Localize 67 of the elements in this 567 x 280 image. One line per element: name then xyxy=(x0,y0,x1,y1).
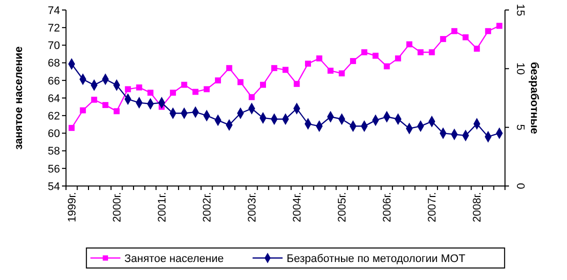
point xyxy=(204,86,210,92)
point xyxy=(102,102,108,108)
x-tick-label: 2006г. xyxy=(382,192,394,222)
point xyxy=(338,70,345,76)
point xyxy=(328,68,334,74)
point xyxy=(485,28,492,34)
point xyxy=(406,41,412,48)
x-tick-label: 2003г. xyxy=(246,192,259,222)
point xyxy=(496,22,502,29)
point xyxy=(80,107,86,114)
y2-tick-label: 5 xyxy=(514,124,526,130)
point xyxy=(192,88,198,95)
x-tick-label: 2007г. xyxy=(426,192,439,222)
point xyxy=(451,28,458,34)
point xyxy=(418,49,424,56)
point xyxy=(124,86,131,92)
point xyxy=(350,58,356,64)
point xyxy=(260,82,266,88)
y2-tick-label: 10 xyxy=(514,62,526,75)
y2-tick-label: 0 xyxy=(514,182,526,190)
point xyxy=(440,36,446,42)
y-tick-label: 66 xyxy=(48,75,60,88)
point xyxy=(91,96,98,103)
y2-tick-label: 15 xyxy=(514,4,526,16)
point xyxy=(214,77,221,84)
x-tick-label: 2008г. xyxy=(472,192,484,222)
point xyxy=(226,65,232,72)
y-tick-label: 70 xyxy=(48,40,60,52)
y-tick-label: 60 xyxy=(48,128,60,140)
legend-label: Безработные по методологии МОТ xyxy=(286,252,466,265)
y-axis-title: занятое население xyxy=(12,46,25,150)
y-tick-label: 56 xyxy=(48,163,60,176)
point xyxy=(248,94,255,100)
point xyxy=(68,124,75,131)
point xyxy=(237,79,244,86)
x-tick-label: 2005г. xyxy=(336,192,349,222)
y-tick-label: 68 xyxy=(48,58,60,70)
y-tick-label: 64 xyxy=(48,92,60,105)
point xyxy=(271,65,278,72)
x-tick-label: 2000г. xyxy=(112,192,124,222)
point xyxy=(428,49,435,56)
point xyxy=(395,55,402,62)
point xyxy=(294,80,300,87)
legend-label: Занятое население xyxy=(124,252,224,265)
point xyxy=(181,82,188,88)
point xyxy=(316,55,322,62)
y-tick-label: 74 xyxy=(48,4,60,17)
point xyxy=(462,34,469,40)
point xyxy=(136,84,142,90)
y2-axis-title: безработные xyxy=(528,62,540,134)
point xyxy=(282,66,288,73)
point xyxy=(114,108,120,114)
point xyxy=(474,46,480,52)
point xyxy=(305,60,312,67)
point xyxy=(147,90,154,96)
x-tick-label: 2001г. xyxy=(156,192,169,222)
y-tick-label: 62 xyxy=(48,110,60,122)
y-tick-label: 72 xyxy=(48,22,60,34)
x-tick-label: 1999г. xyxy=(66,192,78,222)
point xyxy=(170,90,176,96)
y-tick-label: 58 xyxy=(48,146,60,158)
point xyxy=(361,49,368,56)
x-tick-label: 2004г. xyxy=(292,192,304,222)
x-tick-label: 2002г. xyxy=(202,192,214,222)
point xyxy=(384,63,390,70)
point xyxy=(372,52,379,59)
y-tick-label: 54 xyxy=(48,180,60,193)
